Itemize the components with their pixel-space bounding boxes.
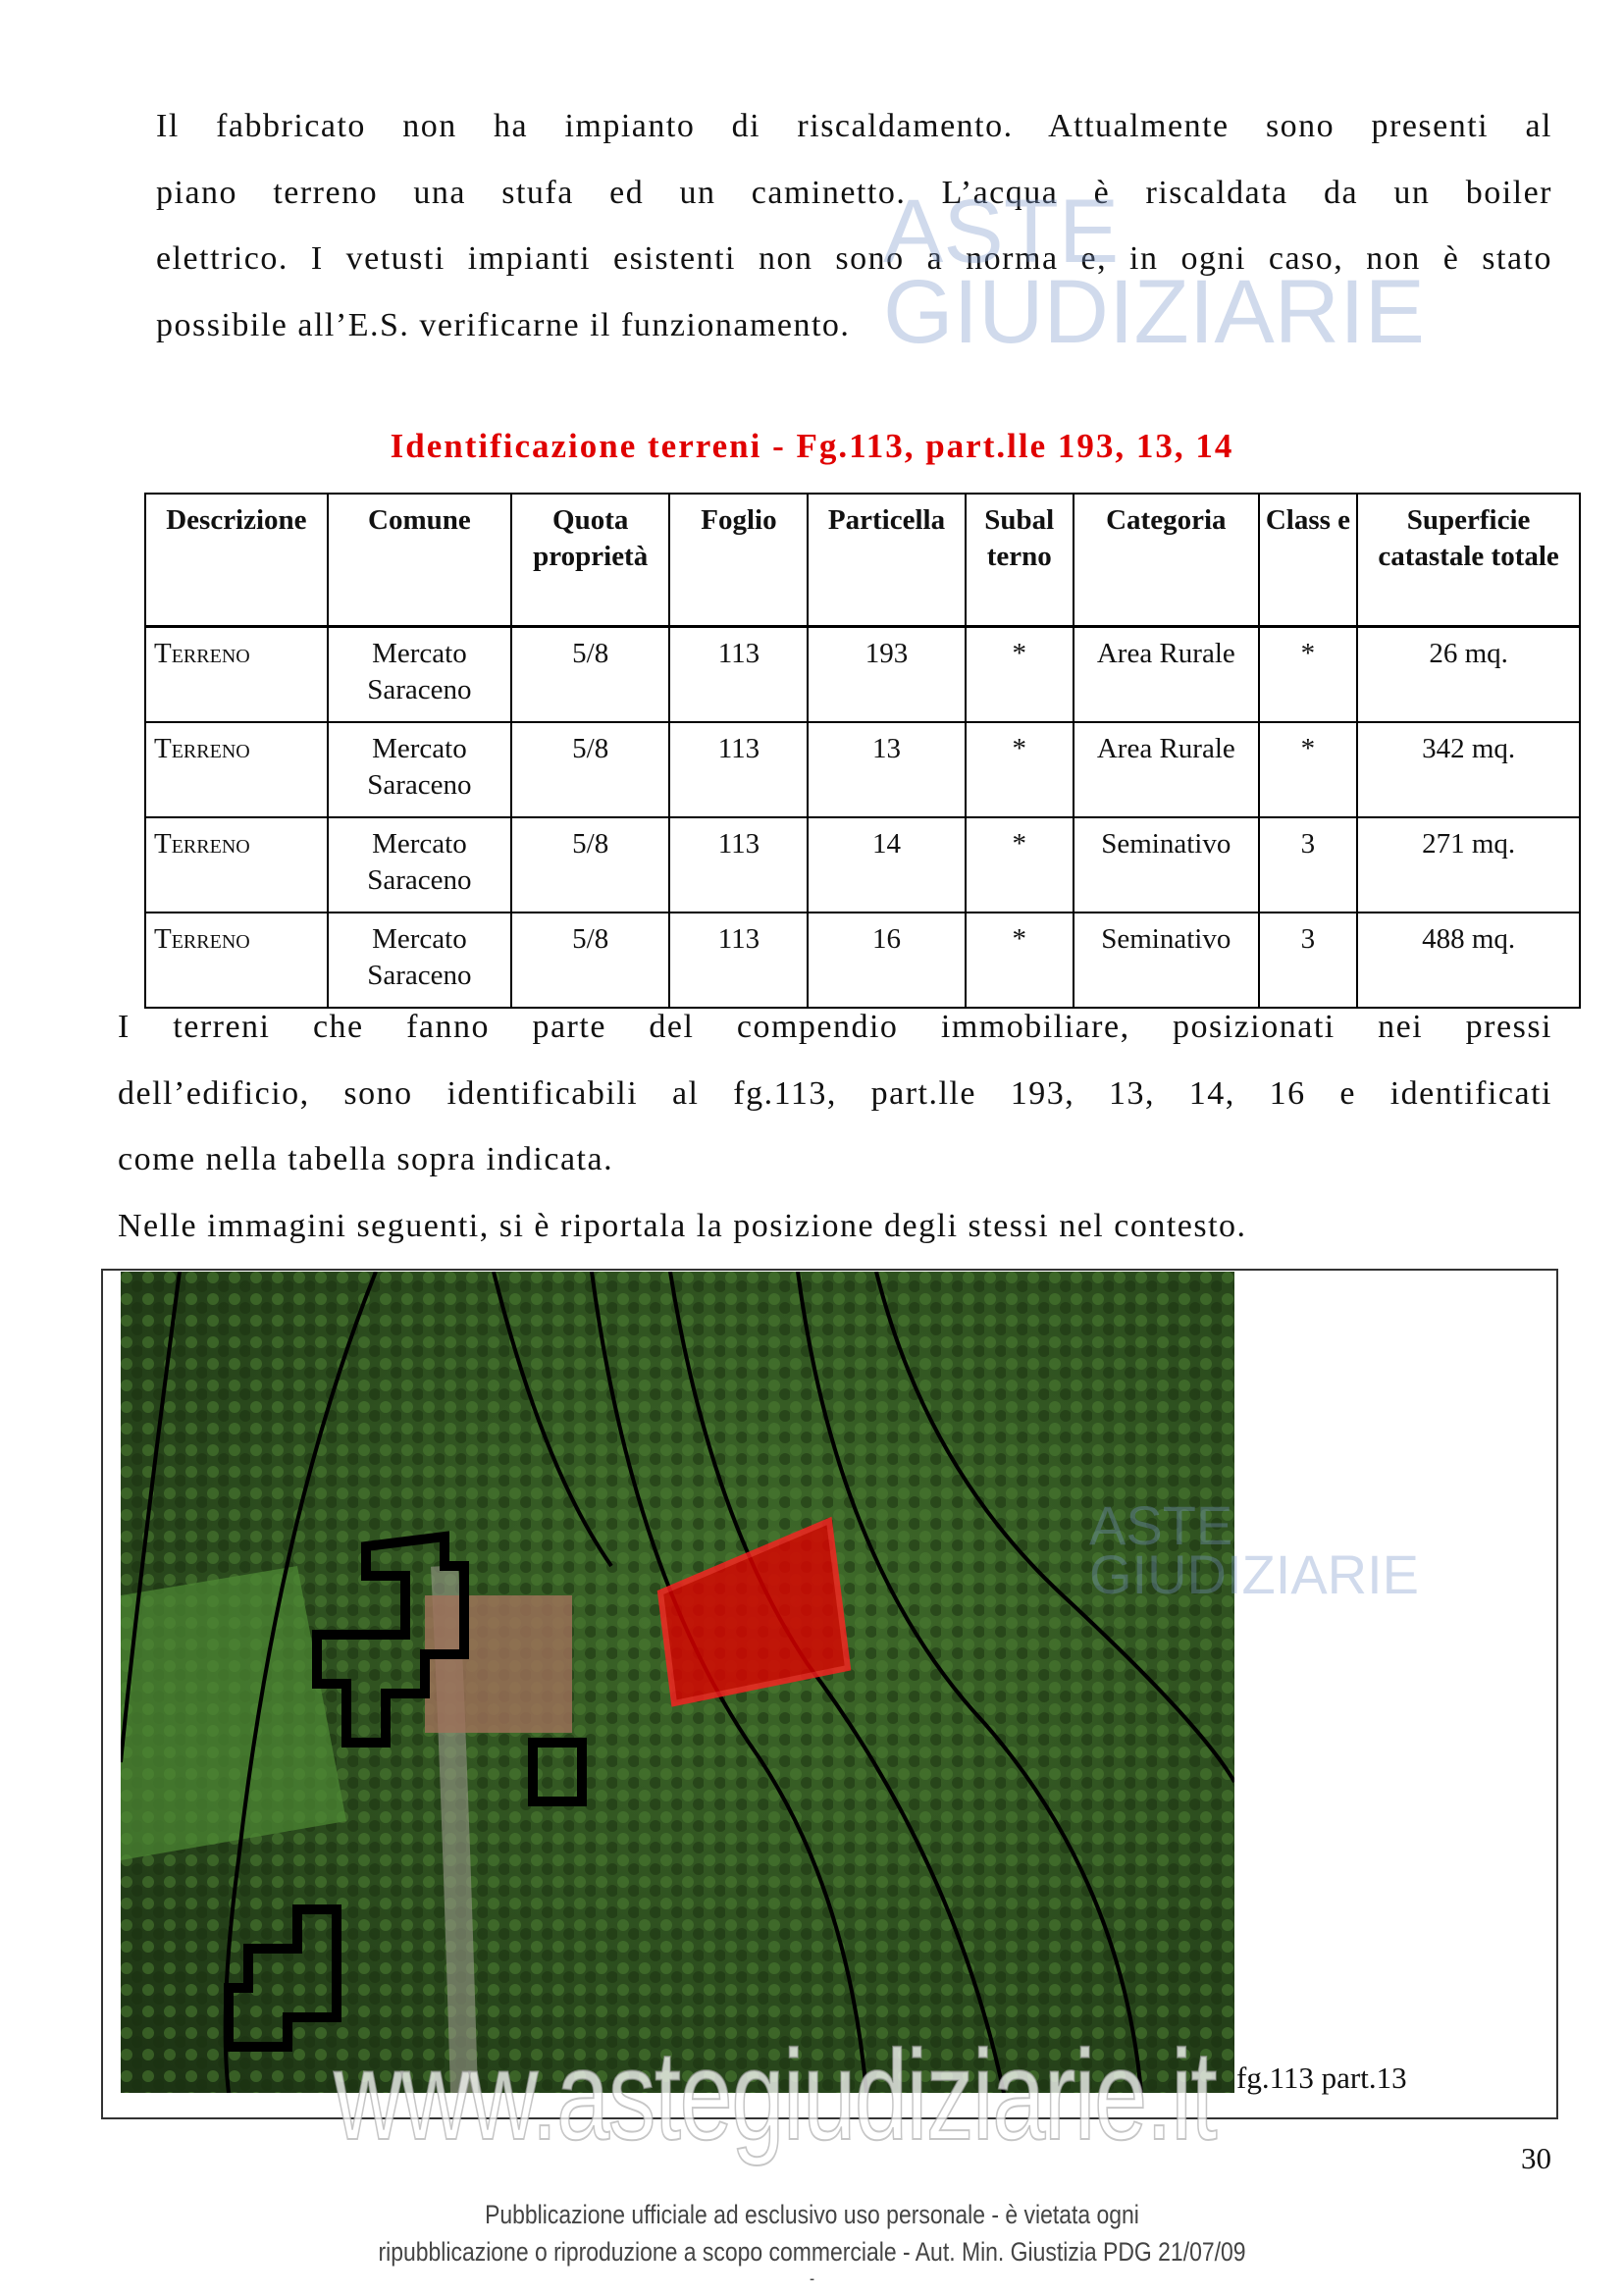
text-line: Il fabbricato non ha impianto di riscald…	[156, 108, 1552, 144]
table-cell: 13	[807, 721, 967, 818]
table-title: Identificazione terreni - Fg.113, part.l…	[390, 427, 1234, 465]
table-row: Terreno Mercato Saraceno 5/8 113 13 * Area Rur…	[144, 721, 1581, 818]
table-cell: Terreno	[144, 625, 329, 723]
table-cell: *	[964, 721, 1074, 818]
table-cell: 5/8	[509, 721, 671, 818]
land-table: Descrizione Comune Quota proprietà Foglio Pa…	[144, 493, 1581, 1009]
table-cell: *	[964, 816, 1074, 913]
table-cell: Mercato Saraceno	[326, 625, 513, 723]
text-line: come nella tabella sopra indicata.	[118, 1141, 614, 1177]
column-header: Class e	[1257, 493, 1359, 628]
aerial-photo	[121, 1272, 1234, 2093]
text-line: possibile all’E.S. verificarne il funzio…	[156, 306, 851, 343]
footer-line-3: -	[809, 2269, 815, 2288]
table-cell: *	[1257, 721, 1359, 818]
table-cell: Terreno	[144, 816, 329, 913]
table-header-row: Descrizione Comune Quota proprietà Foglio Pa…	[144, 493, 1581, 628]
column-header: Subal terno	[964, 493, 1074, 628]
text-line: Nelle immagini seguenti, si è riportala …	[118, 1207, 1247, 1244]
table-cell: Terreno	[144, 721, 329, 818]
watermark-url: www.astegiudiziarie.it	[333, 2022, 1218, 2167]
table-cell: 113	[668, 625, 810, 723]
column-header: Particella	[807, 493, 967, 628]
table-cell: Mercato Saraceno	[326, 721, 513, 818]
table-cell: Mercato Saraceno	[326, 816, 513, 913]
text-line: piano terreno una stufa ed un caminetto.…	[156, 174, 1552, 211]
highlighted-parcel	[656, 1516, 852, 1707]
column-header: Comune	[326, 493, 513, 628]
column-header: Categoria	[1072, 493, 1260, 628]
table-cell: 3	[1257, 816, 1359, 913]
column-header: Foglio	[668, 493, 810, 628]
table-cell: 113	[668, 721, 810, 818]
figure-caption: fg.113 part.13	[1236, 2060, 1407, 2095]
table-cell: 5/8	[509, 912, 671, 1009]
footer-line-1: Pubblicazione ufficiale ad esclusivo uso…	[485, 2200, 1139, 2229]
table-cell: Area Rurale	[1072, 625, 1260, 723]
table-cell: 26 mq.	[1356, 625, 1581, 723]
table-cell: 14	[807, 816, 967, 913]
column-header: Descrizione	[144, 493, 329, 628]
table-cell: 5/8	[509, 625, 671, 723]
table-cell: *	[964, 625, 1074, 723]
table-cell: 113	[668, 912, 810, 1009]
table-cell: Seminativo	[1072, 912, 1260, 1009]
table-cell: Terreno	[144, 912, 329, 1009]
column-header: Quota proprietà	[509, 493, 671, 628]
table-cell: 342 mq.	[1356, 721, 1581, 818]
table-cell: 488 mq.	[1356, 912, 1581, 1009]
table-cell: 5/8	[509, 816, 671, 913]
page-number: 30	[1521, 2141, 1551, 2175]
text-line: I terreni che fanno parte del compendio …	[118, 1009, 1552, 1045]
table-cell: Mercato Saraceno	[326, 912, 513, 1009]
table-row: Terreno Mercato Saraceno 5/8 113 193 * Area Ru…	[144, 625, 1581, 723]
paragraph-land: I terreni che fanno parte del compendio …	[118, 994, 1552, 1259]
paragraph-heating: Il fabbricato non ha impianto di riscald…	[156, 93, 1552, 358]
table-cell: 271 mq.	[1356, 816, 1581, 913]
table-cell: 193	[807, 625, 967, 723]
text-line: elettrico. I vetusti impianti esistenti …	[156, 240, 1552, 277]
column-header: Superficie catastale totale	[1356, 493, 1581, 628]
text-line: dell’edificio, sono identificabili al fg…	[118, 1074, 1552, 1112]
figure-frame	[101, 1269, 1558, 2119]
table-row: Terreno Mercato Saraceno 5/8 113 14 * Seminati…	[144, 816, 1581, 913]
table-cell: *	[964, 912, 1074, 1009]
table-cell: Area Rurale	[1072, 721, 1260, 818]
table-cell: 113	[668, 816, 810, 913]
footer-line-2: ripubblicazione o riproduzione a scopo c…	[378, 2237, 1246, 2267]
table-row: Terreno Mercato Saraceno 5/8 113 16 * Seminati…	[144, 912, 1581, 1009]
table-cell: 3	[1257, 912, 1359, 1009]
table-cell: 16	[807, 912, 967, 1009]
table-cell: *	[1257, 625, 1359, 723]
table-cell: Seminativo	[1072, 816, 1260, 913]
